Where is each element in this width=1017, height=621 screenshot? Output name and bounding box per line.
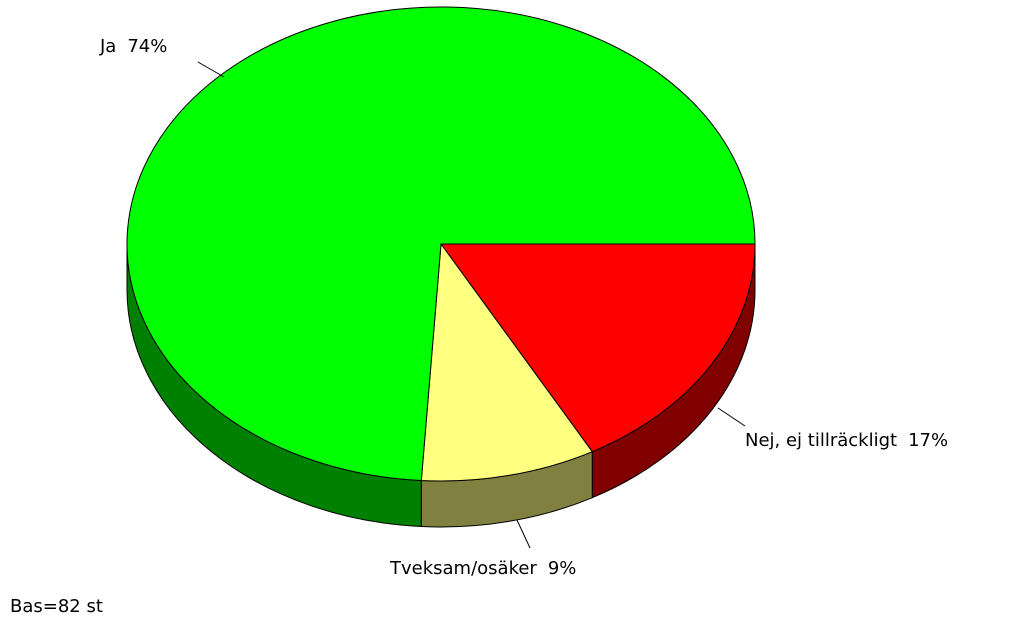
slice-label: Tveksam/osäker 9% [389, 558, 576, 579]
leader-line [717, 407, 746, 427]
slice-label-value: 74% [127, 36, 167, 57]
slice-label: Ja 74% [99, 36, 167, 57]
pie-slice [420, 242, 594, 482]
footnote: Bas=82 st [10, 596, 103, 617]
slice-label-value: 17% [908, 430, 948, 451]
leader-line [516, 519, 531, 549]
pie-tops [126, 6, 756, 482]
leader-line [197, 61, 225, 78]
slice-label-category: Ja [99, 36, 116, 57]
pie-sides [126, 243, 756, 528]
labels: Nej, ej tillräckligt 17% Tveksam/osäker 9% J… [99, 36, 948, 579]
slice-label-value: 9% [548, 558, 577, 579]
slice-label-category: Nej, ej tillräckligt [745, 430, 897, 451]
slice-label: Nej, ej tillräckligt 17% [745, 430, 948, 451]
pie-slice [126, 6, 756, 482]
slice-label-category: Tveksam/osäker [389, 558, 537, 579]
pie-slice [440, 243, 756, 453]
